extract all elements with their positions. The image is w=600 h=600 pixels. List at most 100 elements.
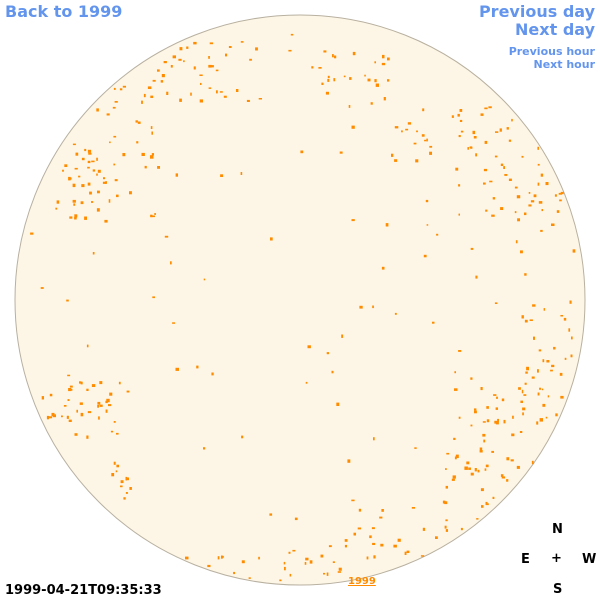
feature-marker: [225, 53, 228, 57]
feature-marker: [200, 82, 202, 85]
feature-marker: [541, 388, 544, 391]
feature-marker: [118, 381, 121, 385]
next-hour-link[interactable]: Next hour: [533, 58, 596, 71]
feature-marker: [96, 208, 100, 212]
feature-marker: [453, 437, 456, 440]
feature-marker: [479, 450, 483, 453]
feature-marker: [405, 128, 409, 131]
feature-marker: [249, 58, 252, 61]
feature-marker: [137, 121, 141, 124]
feature-marker: [170, 261, 172, 265]
feature-marker: [372, 305, 374, 309]
feature-marker: [76, 409, 78, 413]
feature-marker: [66, 415, 69, 419]
feature-marker: [482, 433, 486, 437]
feature-marker: [152, 79, 156, 82]
feature-marker: [460, 130, 464, 133]
feature-marker: [458, 213, 460, 216]
feature-marker: [208, 56, 210, 59]
feature-marker: [241, 560, 245, 564]
feature-marker: [109, 392, 113, 396]
feature-marker: [151, 131, 153, 135]
feature-marker: [485, 209, 488, 212]
feature-marker: [150, 155, 154, 159]
feature-marker: [290, 33, 294, 36]
feature-marker: [485, 464, 489, 468]
feature-marker: [129, 487, 132, 490]
feature-marker: [542, 403, 546, 407]
feature-marker: [422, 108, 425, 112]
feature-marker: [351, 499, 355, 502]
feature-marker: [157, 69, 160, 72]
feature-marker: [387, 57, 390, 61]
feature-marker: [414, 447, 417, 449]
feature-marker: [63, 405, 67, 407]
feature-marker: [321, 82, 324, 85]
feature-marker: [491, 214, 495, 217]
feature-marker: [533, 194, 537, 198]
feature-marker: [366, 556, 369, 560]
feature-marker: [538, 201, 543, 204]
feature-marker: [503, 419, 506, 424]
feature-marker: [78, 175, 81, 178]
feature-marker: [455, 167, 459, 171]
feature-marker: [436, 233, 439, 236]
feature-marker: [106, 398, 110, 403]
feature-marker: [564, 357, 567, 360]
feature-marker: [352, 51, 356, 56]
feature-marker: [485, 503, 489, 506]
feature-marker: [514, 211, 517, 214]
feature-marker: [68, 388, 72, 392]
feature-marker: [452, 475, 456, 479]
feature-marker: [332, 54, 334, 58]
previous-day-link[interactable]: Previous day: [478, 2, 595, 21]
feature-marker: [515, 240, 518, 244]
feature-marker: [481, 505, 484, 508]
feature-marker: [116, 194, 119, 198]
feature-marker: [406, 550, 410, 553]
feature-marker: [546, 360, 550, 363]
feature-marker: [532, 304, 536, 307]
feature-marker: [482, 421, 486, 423]
feature-marker: [479, 447, 483, 450]
feature-marker: [72, 183, 76, 188]
feature-marker: [504, 174, 508, 176]
feature-marker: [337, 571, 342, 573]
feature-marker: [379, 516, 383, 519]
feature-marker: [560, 315, 564, 317]
previous-hour-link[interactable]: Previous hour: [508, 45, 595, 58]
feature-marker: [382, 54, 385, 59]
feature-marker: [560, 191, 564, 195]
feature-marker: [373, 555, 376, 559]
feature-marker: [217, 556, 220, 560]
feature-marker: [183, 60, 185, 63]
feature-marker: [164, 235, 169, 238]
feature-marker: [370, 102, 373, 105]
back-to-year-link[interactable]: Back to 1999: [5, 2, 123, 21]
feature-marker: [500, 474, 504, 477]
feature-marker: [49, 416, 53, 419]
feature-marker: [74, 216, 77, 220]
next-day-link[interactable]: Next day: [515, 20, 595, 39]
feature-marker: [304, 562, 307, 565]
feature-marker: [68, 419, 72, 422]
feature-marker: [325, 91, 329, 95]
feature-marker: [120, 480, 124, 484]
feature-marker: [67, 374, 71, 377]
feature-marker: [426, 138, 428, 142]
feature-marker: [125, 492, 128, 494]
feature-marker: [163, 61, 167, 64]
feature-marker: [420, 555, 425, 557]
feature-marker: [96, 157, 98, 161]
feature-marker: [539, 418, 543, 422]
year-link[interactable]: 1999: [348, 576, 376, 587]
compass-south-label: S: [553, 582, 563, 597]
feature-marker: [99, 381, 103, 385]
feature-marker: [80, 412, 84, 417]
feature-marker: [528, 204, 532, 207]
feature-marker: [193, 66, 196, 70]
feature-marker: [556, 210, 560, 213]
feature-marker: [474, 410, 477, 414]
feature-marker: [470, 247, 474, 250]
feature-marker: [488, 106, 492, 109]
